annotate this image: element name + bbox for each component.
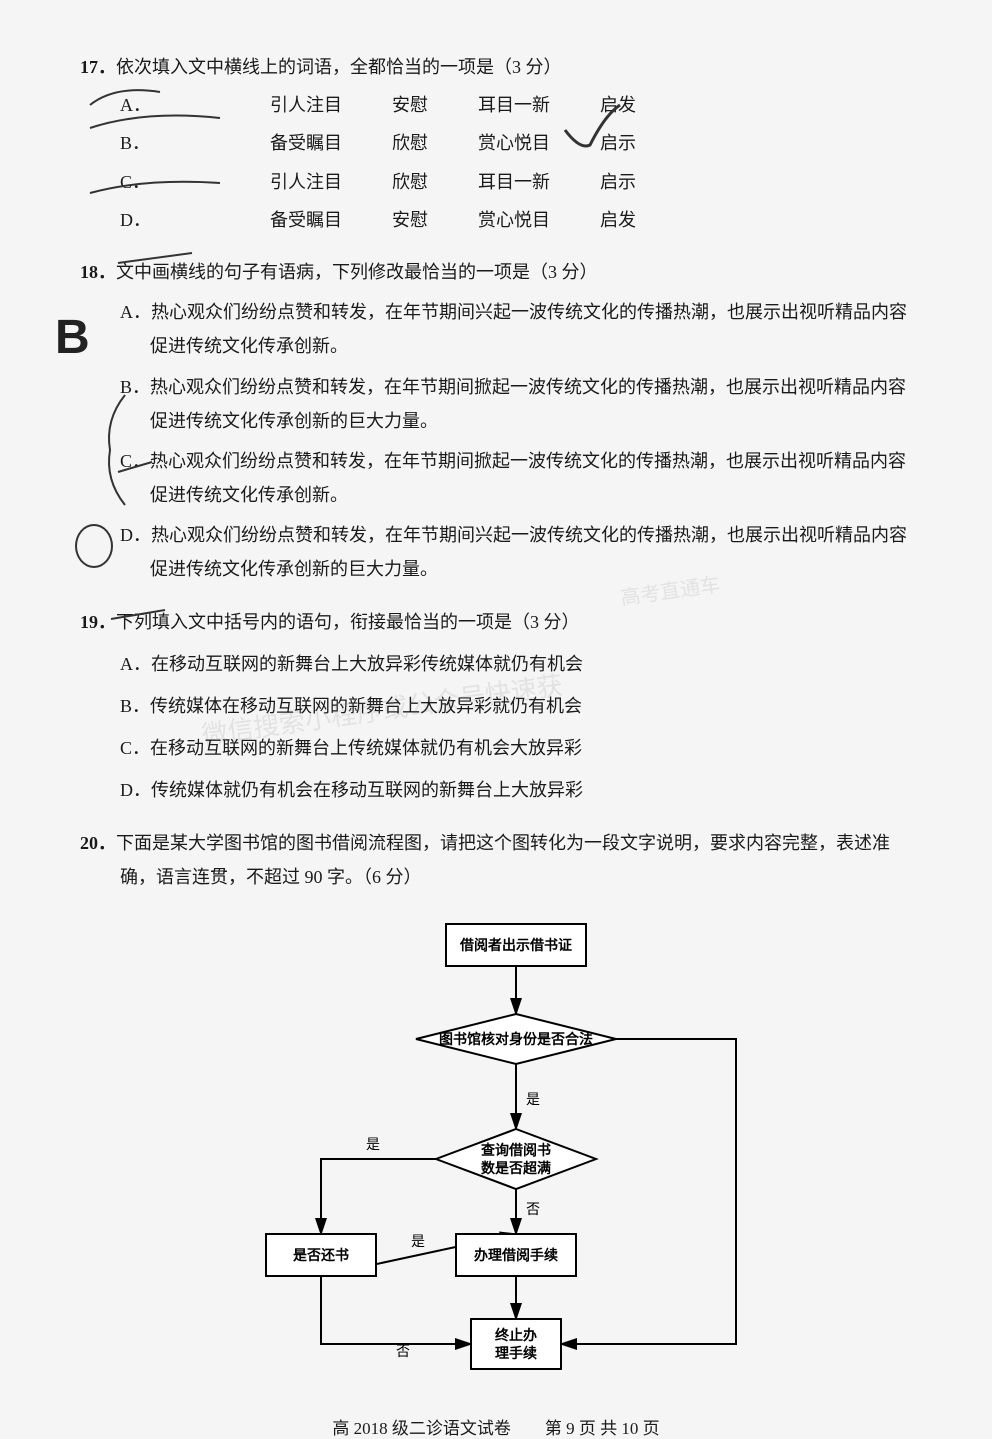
option-word: 备受瞩目 [270, 203, 342, 237]
option-text: 在移动互联网的新舞台上传统媒体就仍有机会大放异彩 [150, 738, 582, 758]
q18-text: 文中画横线的句子有语病，下列修改最恰当的一项是（3 分） [116, 262, 598, 282]
svg-text:是: 是 [526, 1093, 540, 1108]
q20-text: 下面是某大学图书馆的图书借阅流程图，请把这个图转化为一段文字说明，要求内容完整，… [116, 833, 890, 887]
q17-option-c: C． 引人注目 欣慰 耳目一新 启示 [120, 165, 912, 199]
option-word: 启发 [600, 88, 636, 122]
q20-stem: 20．下面是某大学图书馆的图书借阅流程图，请把这个图转化为一段文字说明，要求内容… [80, 826, 912, 894]
option-word: 安慰 [392, 88, 428, 122]
q19-option-a: A．在移动互联网的新舞台上大放异彩传统媒体就仍有机会 [120, 647, 912, 681]
svg-text:数是否超满: 数是否超满 [481, 1160, 551, 1177]
option-word: 备受瞩目 [270, 126, 342, 160]
option-text: 热心观众们纷纷点赞和转发，在年节期间兴起一波传统文化的传播热潮，也展示出视听精品… [150, 302, 907, 356]
svg-text:否: 否 [396, 1345, 410, 1360]
q19-stem: 19．下列填入文中括号内的语句，衔接最恰当的一项是（3 分） [80, 605, 912, 639]
question-20: 20．下面是某大学图书馆的图书借阅流程图，请把这个图转化为一段文字说明，要求内容… [80, 826, 912, 894]
q18-option-d: D．热心观众们纷纷点赞和转发，在年节期间兴起一波传统文化的传播热潮，也展示出视听… [150, 518, 912, 586]
flowchart-svg: 是是否是否借阅者出示借书证图书馆核对身份是否合法查询借阅书数是否超满是否还书办理… [216, 914, 776, 1384]
option-label: B． [120, 377, 150, 397]
q17-stem: 17．依次填入文中横线上的词语，全都恰当的一项是（3 分） [80, 50, 912, 84]
option-label: D． [120, 780, 151, 800]
svg-text:图书馆核对身份是否合法: 图书馆核对身份是否合法 [439, 1031, 593, 1048]
svg-text:否: 否 [526, 1203, 540, 1218]
q17-number: 17． [80, 57, 116, 77]
flowchart-container: 是是否是否借阅者出示借书证图书馆核对身份是否合法查询借阅书数是否超满是否还书办理… [80, 914, 912, 1384]
option-word: 赏心悦目 [478, 203, 550, 237]
option-word: 安慰 [392, 203, 428, 237]
q18-number: 18． [80, 262, 116, 282]
option-word: 赏心悦目 [478, 126, 550, 160]
svg-text:是: 是 [411, 1235, 425, 1250]
q18-option-a: A．热心观众们纷纷点赞和转发，在年节期间兴起一波传统文化的传播热潮，也展示出视听… [150, 295, 912, 363]
option-text: 在移动互联网的新舞台上大放异彩传统媒体就仍有机会 [151, 654, 583, 674]
svg-text:查询借阅书: 查询借阅书 [481, 1142, 551, 1159]
option-label: B． [120, 126, 220, 160]
page-footer: 高 2018 级二诊语文试卷 第 9 页 共 10 页 [80, 1414, 912, 1439]
q19-option-c: C．在移动互联网的新舞台上传统媒体就仍有机会大放异彩 [120, 731, 912, 765]
option-word: 耳目一新 [478, 165, 550, 199]
option-word: 欣慰 [392, 165, 428, 199]
option-text: 热心观众们纷纷点赞和转发，在年节期间掀起一波传统文化的传播热潮，也展示出视听精品… [150, 451, 906, 505]
option-text: 传统媒体在移动互联网的新舞台上大放异彩就仍有机会 [150, 696, 582, 716]
option-word: 启示 [600, 165, 636, 199]
svg-text:理手续: 理手续 [495, 1345, 537, 1362]
option-word: 引人注目 [270, 165, 342, 199]
q19-text: 下列填入文中括号内的语句，衔接最恰当的一项是（3 分） [116, 612, 580, 632]
q18-stem: 18．文中画横线的句子有语病，下列修改最恰当的一项是（3 分） [80, 255, 912, 289]
q20-number: 20． [80, 833, 116, 853]
q18-options: A．热心观众们纷纷点赞和转发，在年节期间兴起一波传统文化的传播热潮，也展示出视听… [80, 295, 912, 587]
q18-option-b: B．热心观众们纷纷点赞和转发，在年节期间掀起一波传统文化的传播热潮，也展示出视听… [150, 370, 912, 438]
option-label: D． [120, 203, 220, 237]
q19-number: 19． [80, 612, 116, 632]
option-word: 欣慰 [392, 126, 428, 160]
q17-option-d: D． 备受瞩目 安慰 赏心悦目 启发 [120, 203, 912, 237]
q17-option-b: B． 备受瞩目 欣慰 赏心悦目 启示 [120, 126, 912, 160]
option-text: 传统媒体就仍有机会在移动互联网的新舞台上大放异彩 [151, 780, 583, 800]
svg-text:是: 是 [366, 1138, 380, 1153]
option-label: B． [120, 696, 150, 716]
option-label: C． [120, 451, 150, 471]
option-word: 引人注目 [270, 88, 342, 122]
question-18: 18．文中画横线的句子有语病，下列修改最恰当的一项是（3 分） A．热心观众们纷… [80, 255, 912, 587]
question-17: 17．依次填入文中横线上的词语，全都恰当的一项是（3 分） A． 引人注目 安慰… [80, 50, 912, 237]
option-text: 热心观众们纷纷点赞和转发，在年节期间兴起一波传统文化的传播热潮，也展示出视听精品… [150, 525, 907, 579]
annotation-big-b: B [55, 310, 90, 365]
option-label: A． [120, 88, 220, 122]
option-label: A． [120, 654, 151, 674]
question-19: 19．下列填入文中括号内的语句，衔接最恰当的一项是（3 分） A．在移动互联网的… [80, 605, 912, 808]
option-label: D． [120, 525, 151, 545]
q19-options: A．在移动互联网的新舞台上大放异彩传统媒体就仍有机会 B．传统媒体在移动互联网的… [80, 647, 912, 808]
option-word: 启示 [600, 126, 636, 160]
option-label: A． [120, 302, 151, 322]
option-text: 热心观众们纷纷点赞和转发，在年节期间掀起一波传统文化的传播热潮，也展示出视听精品… [150, 377, 906, 431]
q19-option-d: D．传统媒体就仍有机会在移动互联网的新舞台上大放异彩 [120, 773, 912, 807]
svg-text:借阅者出示借书证: 借阅者出示借书证 [459, 937, 572, 954]
svg-text:是否还书: 是否还书 [293, 1247, 349, 1264]
q17-option-a: A． 引人注目 安慰 耳目一新 启发 [120, 88, 912, 122]
q18-option-c: C．热心观众们纷纷点赞和转发，在年节期间掀起一波传统文化的传播热潮，也展示出视听… [150, 444, 912, 512]
option-label: C． [120, 738, 150, 758]
q17-options: A． 引人注目 安慰 耳目一新 启发 B． 备受瞩目 欣慰 赏心悦目 启示 C．… [80, 88, 912, 237]
svg-text:终止办: 终止办 [495, 1327, 537, 1344]
svg-text:办理借阅手续: 办理借阅手续 [474, 1247, 558, 1264]
option-label: C． [120, 165, 220, 199]
q19-option-b: B．传统媒体在移动互联网的新舞台上大放异彩就仍有机会 [120, 689, 912, 723]
option-word: 耳目一新 [478, 88, 550, 122]
option-word: 启发 [600, 203, 636, 237]
q17-text: 依次填入文中横线上的词语，全都恰当的一项是（3 分） [116, 57, 562, 77]
